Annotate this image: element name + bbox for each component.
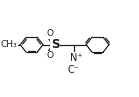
- Text: CH₃: CH₃: [1, 40, 17, 49]
- Text: O: O: [47, 29, 54, 38]
- Text: S: S: [51, 38, 59, 51]
- Text: C⁻: C⁻: [68, 65, 80, 74]
- Text: O: O: [47, 51, 54, 60]
- Text: N⁺: N⁺: [70, 53, 83, 63]
